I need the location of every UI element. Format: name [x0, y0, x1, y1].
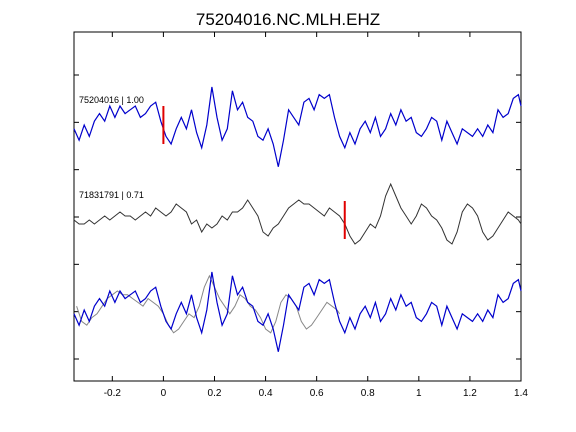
trace-labels: 75204016 | 1.00 71831791 | 0.71 [79, 95, 144, 200]
overlay-line-master [73, 271, 522, 352]
x-tick-label: 0 [161, 388, 167, 399]
trace-line-correlated [73, 182, 522, 245]
trace-group [73, 86, 522, 352]
plot-frame [73, 31, 522, 382]
x-tick-label: 0.6 [310, 388, 324, 399]
x-tick-label: -0.2 [104, 388, 122, 399]
trace-label: 71831791 | 0.71 [79, 190, 144, 200]
overlay-line-correlated [76, 274, 341, 334]
x-tick-label: 1 [416, 388, 422, 399]
x-tick-label: 0.8 [361, 388, 375, 399]
x-tick-label: 0.4 [259, 388, 273, 399]
x-tick-label: 1.4 [514, 388, 528, 399]
x-tick-label: 0.2 [208, 388, 222, 399]
trace-line-master [73, 86, 522, 167]
x-tick-label: 1.2 [463, 388, 477, 399]
chart-title: 75204016.NC.MLH.EHZ [196, 10, 380, 29]
axis-ticks: -0.2 0 0.2 0.4 0.6 0.8 1 1.2 1.4 [74, 32, 528, 399]
trace-label: 75204016 | 1.00 [79, 95, 144, 105]
